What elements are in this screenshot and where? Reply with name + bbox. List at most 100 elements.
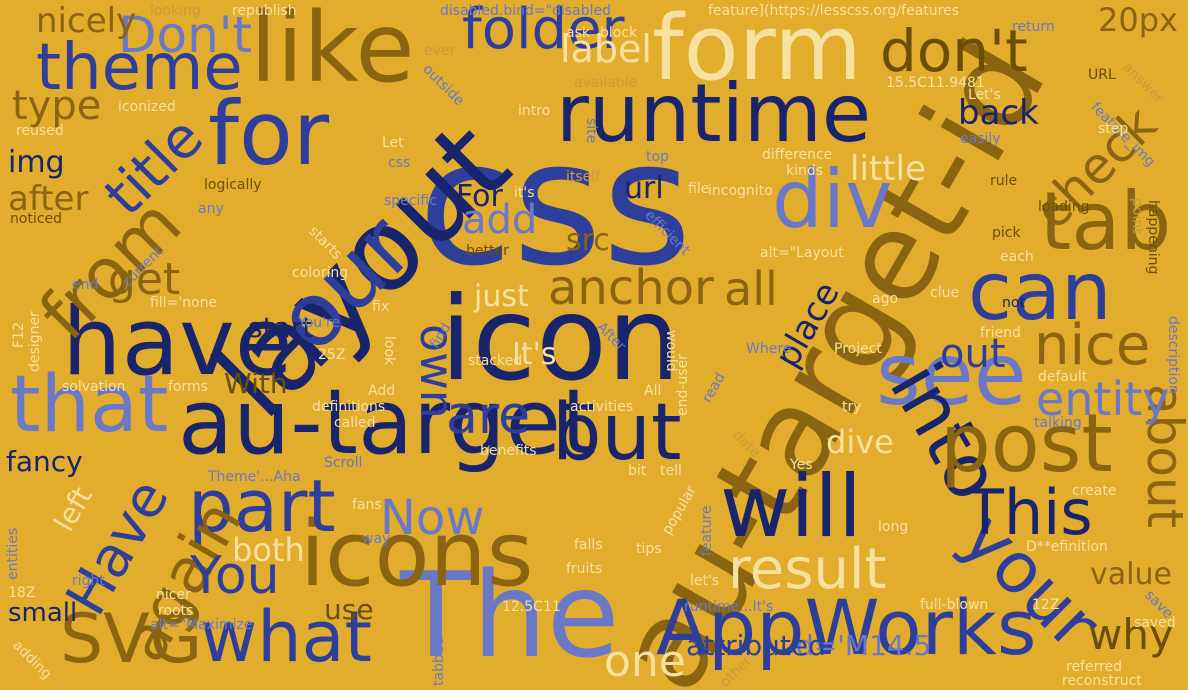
word-get: get xyxy=(108,254,181,305)
word-post: post xyxy=(940,397,1113,490)
word-part: part xyxy=(188,464,336,548)
word-value: value xyxy=(1090,557,1172,592)
word-right: right xyxy=(72,573,105,589)
word-step: step xyxy=(1098,121,1129,137)
word-feature: feature xyxy=(699,505,715,556)
word-d-efinition: D**efinition xyxy=(1026,539,1108,555)
word-but: but xyxy=(552,388,682,478)
word-for: for xyxy=(208,82,329,185)
word-both: both xyxy=(232,531,305,569)
word-nicely: nicely xyxy=(36,1,137,41)
word-25z: 25Z xyxy=(318,347,346,363)
word-d-m14: d='M14.5 xyxy=(796,629,932,662)
word-fancy: fancy xyxy=(6,445,83,478)
word-f12: F12 xyxy=(11,322,27,348)
word-look: look xyxy=(381,336,397,366)
word-left: left xyxy=(47,481,99,537)
word-all: all xyxy=(724,262,778,316)
word-default: default xyxy=(1038,369,1088,385)
word-description: description xyxy=(1165,316,1181,394)
word-ask: ask xyxy=(566,25,590,41)
word-theme: theme xyxy=(36,31,243,105)
word-tabbed: tabbed xyxy=(431,636,447,686)
word-this: This xyxy=(966,476,1093,549)
word-runtime-its: runtime...It's xyxy=(684,599,774,615)
word-called: called xyxy=(334,415,376,431)
word-fix: fix xyxy=(372,299,390,315)
word-icons: icons xyxy=(300,502,534,607)
word-not: not xyxy=(1002,295,1025,311)
word-reused: reused xyxy=(16,123,64,139)
word-intro: intro xyxy=(518,103,551,119)
word-benefits: benefits xyxy=(480,443,537,459)
word-solvation: solvation xyxy=(62,379,126,395)
word-lets-small: let's xyxy=(690,573,720,589)
word-ever: ever xyxy=(424,43,456,59)
word-see: see xyxy=(876,325,1027,425)
word-entities: entities xyxy=(5,527,21,580)
word-better: better xyxy=(466,243,509,259)
word-18z: 18Z xyxy=(8,585,36,601)
word-dont-lower: don't xyxy=(880,17,1028,85)
word-fill-none: fill='none xyxy=(150,295,218,311)
word-url-cap: URL xyxy=(1088,67,1116,83)
word-like: like xyxy=(250,0,415,104)
word-after: after xyxy=(8,179,89,219)
word-label: label xyxy=(560,27,652,71)
word-that: that xyxy=(10,360,169,450)
word-are: are xyxy=(446,386,531,446)
word-12z: 12Z xyxy=(1032,597,1060,613)
word-falls: falls xyxy=(574,537,603,553)
word-any: any xyxy=(198,201,224,217)
word-the: The xyxy=(400,546,620,684)
word-youre: You're xyxy=(298,315,341,331)
word-20px: 20px xyxy=(1098,1,1178,39)
word-its-small: it's xyxy=(514,185,535,201)
word-for-cap: For xyxy=(456,179,503,214)
word-feature-url: feature](https://lesscss.org/features xyxy=(708,3,959,19)
word-itself: itself xyxy=(566,169,601,185)
word-ago: ago xyxy=(872,291,899,307)
word-where: Where xyxy=(746,341,792,357)
word-point: point xyxy=(1129,198,1145,234)
word-start: start xyxy=(248,311,314,344)
word-designer: designer xyxy=(27,311,43,372)
word-bit: bit xyxy=(628,463,647,479)
word-looking: looking xyxy=(150,3,201,19)
word-its: It's xyxy=(512,337,557,372)
word-pick: pick xyxy=(992,225,1021,241)
word-end-user: end-user xyxy=(675,354,691,416)
word-au-target: au-target xyxy=(178,370,597,475)
word-result: result xyxy=(728,537,887,602)
word-css: css xyxy=(418,103,692,304)
word-full-blown: full-blown xyxy=(920,597,989,613)
word-fans: fans xyxy=(352,497,382,513)
word-form: form xyxy=(652,0,862,101)
word-now: Now xyxy=(380,490,485,546)
word-9481: 15.5C11.9481 xyxy=(886,75,985,91)
word-talking: talking xyxy=(1034,415,1082,431)
word-attributed: attributed xyxy=(686,629,826,662)
word-back: back xyxy=(958,93,1039,133)
word-little: little xyxy=(850,149,926,189)
word-read: read xyxy=(699,370,729,406)
word-12-5: 12.5C11 xyxy=(502,599,561,615)
word-add-cap: Add xyxy=(368,383,396,399)
word-small: small xyxy=(8,598,78,628)
word-folder: folder xyxy=(462,0,625,62)
word-saved: saved xyxy=(1134,615,1176,631)
word-clue: clue xyxy=(930,285,960,301)
word-noticed: noticed xyxy=(10,211,63,227)
word-create: create xyxy=(1072,483,1117,499)
word-src: src xyxy=(566,223,610,258)
word-yes: Yes xyxy=(790,457,813,473)
word-way: way xyxy=(362,531,391,547)
word-try: try xyxy=(842,399,862,415)
word-stacked: stacked xyxy=(468,353,523,369)
word-happening: happening xyxy=(1145,200,1161,275)
word-can: can xyxy=(968,245,1112,338)
word-tell: tell xyxy=(660,463,682,479)
word-just: just xyxy=(474,279,529,314)
word-scroll: Scroll xyxy=(324,455,363,471)
